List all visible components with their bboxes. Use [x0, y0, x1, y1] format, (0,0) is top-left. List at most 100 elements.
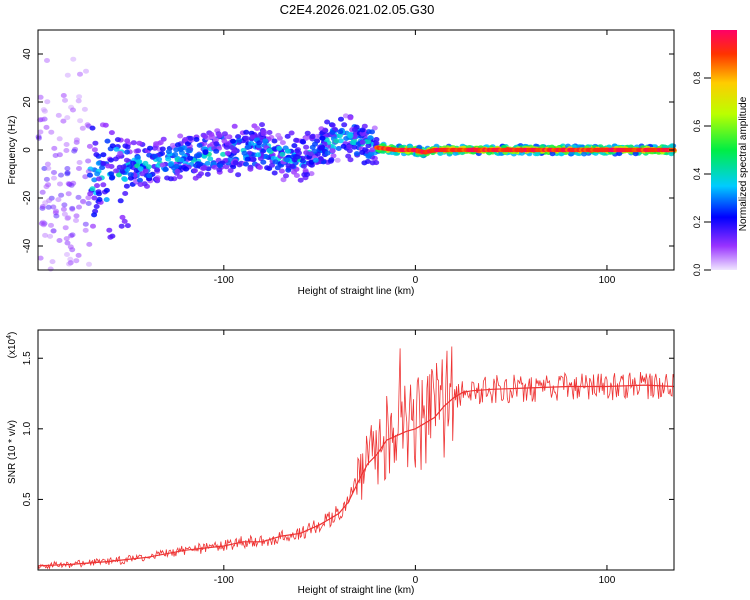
spectrogram-cell — [276, 145, 283, 151]
spectrogram-cell — [56, 152, 63, 158]
colorbar-gradient — [711, 30, 737, 270]
spectrogram-cell — [73, 213, 80, 219]
spectrogram-cell — [123, 183, 130, 189]
spectrogram-cell — [243, 129, 250, 135]
spectrogram-cell — [136, 159, 143, 165]
spectrogram-y-ticks: -40 -20 0 20 40 — [22, 48, 674, 253]
y-tick-label: 1.0 — [22, 421, 33, 435]
spectrogram-cell — [51, 145, 58, 151]
spectrogram-cell — [668, 151, 675, 157]
spectrogram-cell — [288, 130, 295, 136]
spectrogram-cell — [63, 142, 70, 147]
spectrogram-cell — [293, 173, 300, 178]
spectrogram-cell — [337, 129, 344, 135]
spectrogram-cell — [118, 223, 125, 229]
spectrogram-cell — [113, 168, 120, 174]
spectrogram-cell — [262, 153, 269, 159]
spectrogram-cell — [174, 142, 181, 148]
spectrogram-cell — [195, 153, 202, 159]
spectrogram-cell — [117, 150, 124, 156]
spectrogram-cell — [437, 151, 444, 156]
spectrogram-cell — [207, 156, 214, 162]
spectrogram-cell — [70, 107, 76, 113]
spectrogram-cell — [104, 138, 111, 144]
spectrogram-cell — [275, 132, 282, 138]
spectrogram-cell — [346, 144, 353, 150]
spectrogram-cell — [57, 181, 63, 187]
spectrogram-cell — [96, 176, 102, 182]
spectrogram-cell — [371, 125, 378, 131]
spectrogram-cell — [56, 136, 63, 142]
spectrogram-cell — [37, 129, 44, 135]
spectrogram-cell — [369, 147, 376, 153]
spectrogram-cell — [244, 156, 251, 162]
spectrogram-cell — [43, 176, 50, 182]
spectrogram-cell — [50, 228, 57, 234]
spectrogram-cell — [43, 184, 50, 190]
spectrogram-cell — [303, 144, 310, 150]
spectrogram-cell — [66, 181, 73, 187]
spectrogram-cell — [351, 127, 358, 133]
colorbar-ticks: 0.0 0.2 0.4 0.6 0.8 — [692, 72, 711, 277]
spectrogram-cell — [63, 236, 70, 242]
colorbar-tick-label: 0.0 — [692, 264, 702, 277]
spectrogram-cell — [343, 136, 350, 141]
spectrogram-cell — [43, 124, 50, 130]
snr-multiplier-base: (x10 — [7, 338, 18, 358]
spectrogram-cell — [197, 161, 204, 167]
x-tick-label: 100 — [599, 575, 616, 586]
spectrogram-cell — [324, 119, 331, 125]
svg-text:(x104): (x104) — [6, 332, 18, 359]
spectrogram-cell — [260, 129, 267, 134]
spectrogram-cell — [341, 122, 348, 128]
spectrogram-cell — [228, 145, 235, 150]
spectrogram-cell — [329, 148, 336, 154]
spectrogram-cell — [48, 129, 55, 135]
spectrogram-cell — [198, 171, 204, 177]
spectrogram-cell — [154, 167, 161, 173]
spectrogram-cell — [227, 168, 234, 174]
spectrogram-cell — [193, 137, 200, 142]
spectrogram-cell — [55, 112, 62, 118]
spectrogram-cell — [216, 167, 223, 173]
spectrogram-cell — [108, 130, 115, 136]
spectrogram-cell — [324, 150, 331, 156]
spectrogram-cell — [236, 137, 243, 143]
spectrogram-cell — [246, 150, 253, 156]
spectrogram-cell — [45, 204, 52, 210]
spectrogram-cell — [249, 157, 256, 162]
spectrogram-cell — [44, 99, 51, 105]
spectrogram-cell — [77, 71, 83, 77]
spectrogram-cell — [76, 160, 83, 165]
spectrogram-cell — [60, 118, 67, 124]
spectrogram-cell — [156, 156, 163, 162]
spectrogram-cell — [187, 135, 194, 141]
spectrogram-cell — [361, 123, 368, 129]
spectrogram-cell — [359, 150, 366, 155]
spectrogram-cell — [114, 137, 121, 143]
spectrogram-cell — [159, 146, 166, 152]
spectrogram-cell — [69, 232, 76, 238]
spectrogram-cell — [145, 164, 152, 170]
figure-title: C2E4.2026.021.02.05.G30 — [280, 2, 435, 17]
spectrogram-cell — [96, 191, 102, 197]
spectrogram-cell — [231, 148, 238, 154]
spectrogram-cell — [200, 165, 207, 171]
spectrogram-cell — [109, 174, 116, 180]
spectrogram-cell — [112, 156, 119, 162]
spectrogram-cell — [151, 153, 158, 159]
spectrogram-cell — [56, 238, 63, 243]
spectrogram-cell — [47, 233, 54, 239]
spectrogram-cell — [185, 148, 192, 154]
spectrogram-cell — [81, 106, 88, 112]
spectrogram-cell — [192, 168, 198, 174]
spectrogram-cell — [365, 143, 372, 149]
spectrogram-cell — [83, 68, 89, 74]
spectrogram-cell — [103, 197, 110, 203]
spectrogram-cell — [94, 183, 100, 189]
spectrogram-cell — [300, 163, 307, 169]
spectrogram-cell — [62, 97, 68, 103]
spectrogram-y-label: Frequency (Hz) — [7, 116, 18, 185]
spectrogram-cell — [73, 137, 80, 143]
spectrogram-cell — [302, 168, 309, 174]
